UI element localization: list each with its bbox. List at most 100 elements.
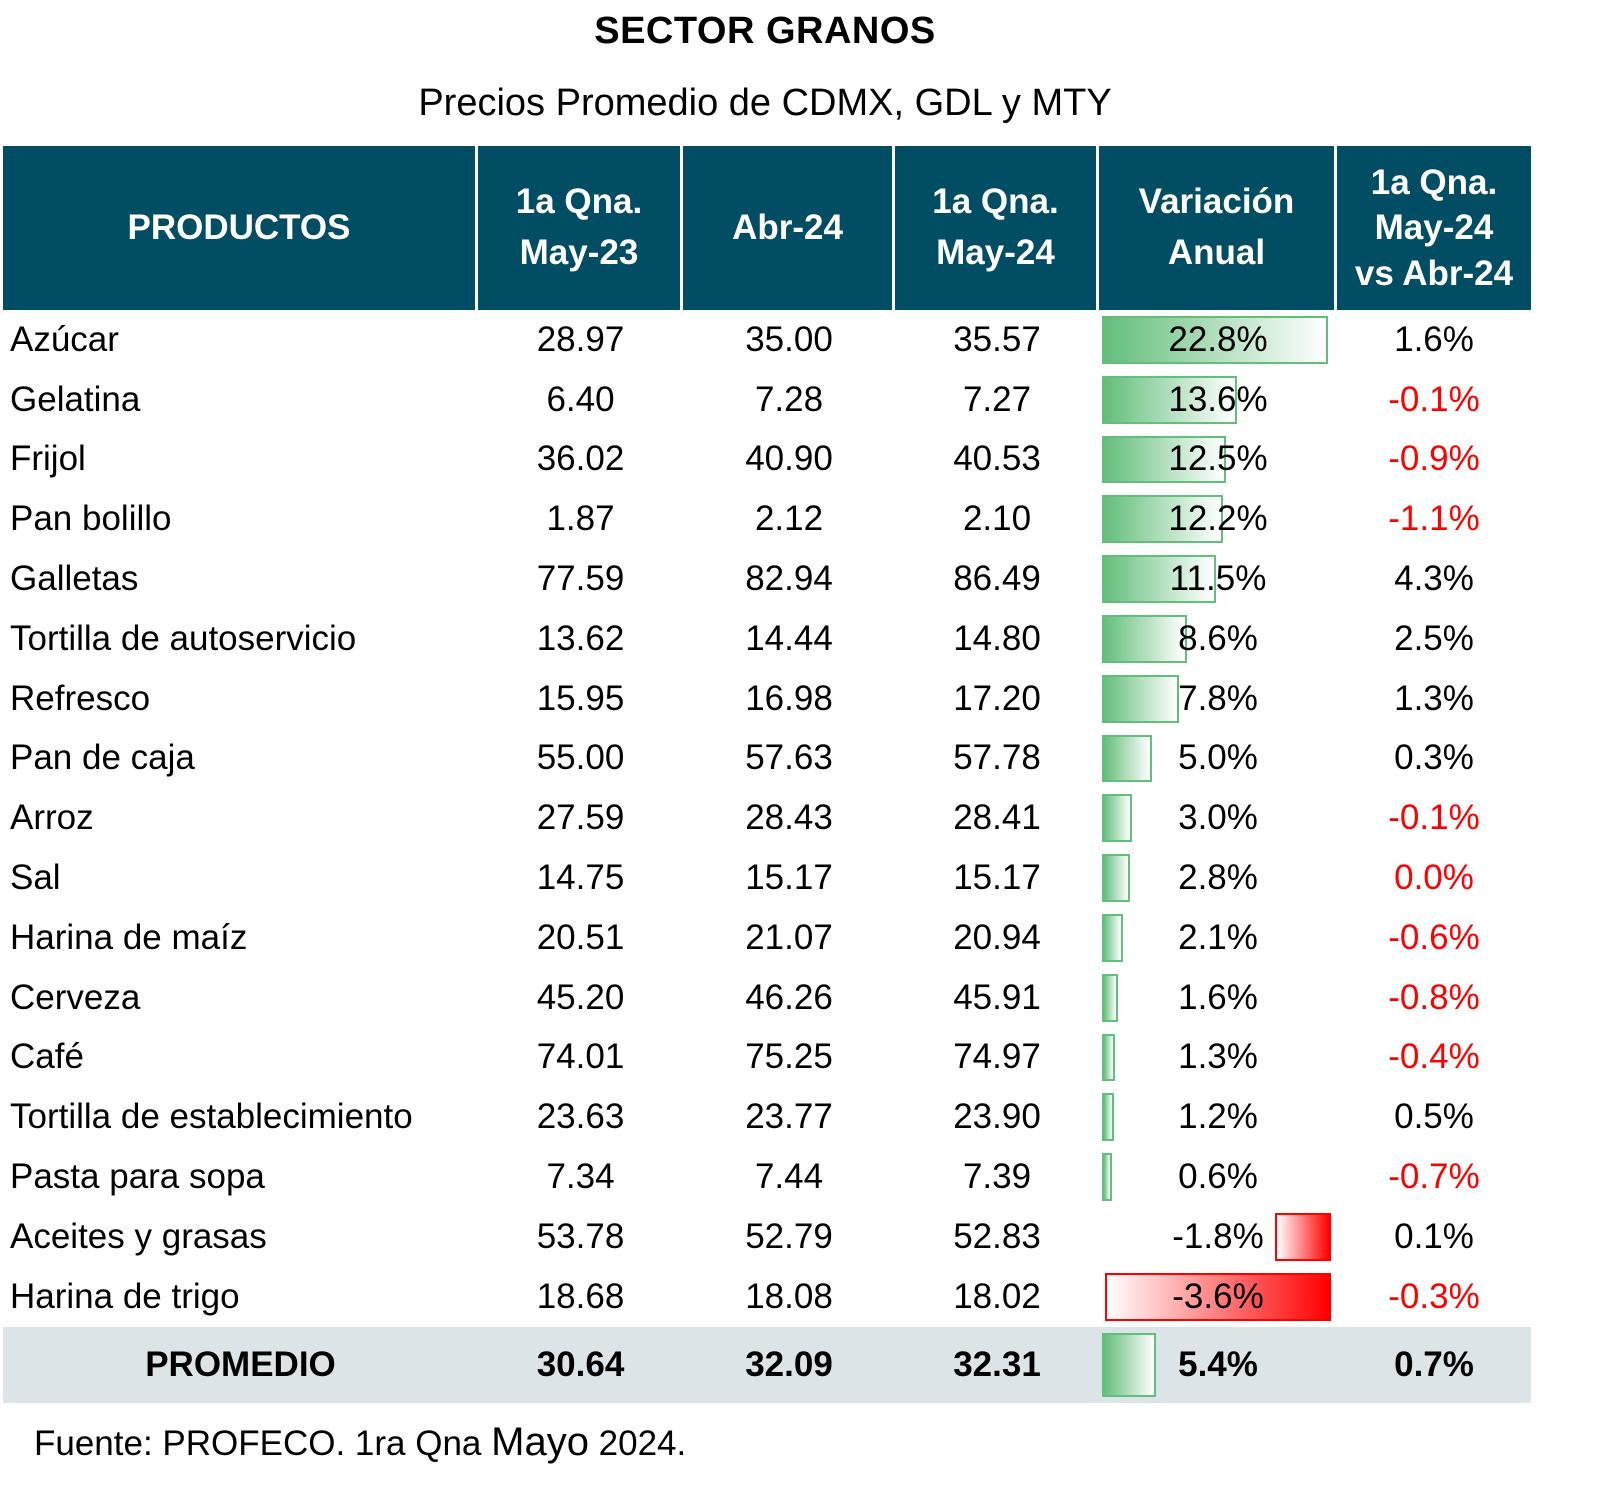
price-may23: 55.00 xyxy=(536,738,625,778)
change-vs-abr24: 0.1% xyxy=(1394,1216,1474,1256)
table-row: Café 74.01 75.25 74.97 1.3% -0.4% xyxy=(3,1028,1531,1088)
variacion-cell: 22.8% xyxy=(1099,310,1337,370)
variacion-data-bar xyxy=(1102,913,1123,962)
variacion-data-bar xyxy=(1102,734,1152,783)
variacion-data-bar xyxy=(1102,1033,1115,1082)
product-name: Café xyxy=(10,1037,84,1077)
variacion-value: 3.0% xyxy=(1178,798,1258,838)
variacion-cell: 2.8% xyxy=(1099,848,1337,908)
change-vs-abr24: -0.9% xyxy=(1388,439,1480,479)
average-abr24: 32.09 xyxy=(745,1344,833,1384)
table-row: Cerveza 45.20 46.26 45.91 1.6% -0.8% xyxy=(3,968,1531,1028)
change-vs-abr24: -0.7% xyxy=(1388,1157,1480,1197)
product-name: Aceites y grasas xyxy=(10,1216,267,1256)
variacion-cell: 1.6% xyxy=(1099,968,1337,1028)
price-may24: 18.02 xyxy=(953,1276,1041,1316)
table-row: Azúcar 28.97 35.00 35.57 22.8% 1.6% xyxy=(3,310,1531,370)
table-row: Tortilla de establecimiento 23.63 23.77 23.… xyxy=(3,1087,1531,1147)
price-may24: 23.90 xyxy=(953,1097,1041,1137)
average-row: PROMEDIO 30.64 32.09 32.31 5.4% 0.7% xyxy=(3,1326,1531,1403)
product-name: Pasta para sopa xyxy=(10,1157,265,1197)
table-header: PRODUCTOS 1a Qna. May-23 Abr-24 1a Qna. Ma… xyxy=(3,146,1531,310)
price-abr24: 18.08 xyxy=(745,1276,833,1316)
variacion-data-bar xyxy=(1102,674,1180,723)
price-may24: 7.39 xyxy=(962,1157,1032,1197)
header-variacion: Variación Anual xyxy=(1099,146,1337,310)
price-abr24: 15.17 xyxy=(745,858,833,898)
average-variacion: 5.4% xyxy=(1099,1327,1337,1403)
average-may23: 30.64 xyxy=(536,1344,625,1384)
variacion-cell: 2.1% xyxy=(1099,908,1337,968)
price-may23: 13.62 xyxy=(536,618,625,658)
price-may24: 52.83 xyxy=(953,1216,1041,1256)
table-row: Frijol 36.02 40.90 40.53 12.5% -0.9% xyxy=(3,430,1531,490)
product-name: Tortilla de establecimiento xyxy=(10,1097,413,1137)
price-may23: 6.40 xyxy=(546,379,615,419)
price-may23: 45.20 xyxy=(536,977,625,1017)
variacion-cell: 12.2% xyxy=(1099,489,1337,549)
table-row: Tortilla de autoservicio 13.62 14.44 14.80 8… xyxy=(3,609,1531,669)
product-name: Harina de trigo xyxy=(10,1276,240,1316)
price-may23: 23.63 xyxy=(536,1097,625,1137)
price-may24: 28.41 xyxy=(953,798,1041,838)
variacion-value: 12.2% xyxy=(1168,499,1268,539)
price-may23: 20.51 xyxy=(536,917,625,957)
product-name: Pan de caja xyxy=(10,738,195,778)
change-vs-abr24: -0.6% xyxy=(1388,917,1480,957)
product-name: Refresco xyxy=(10,678,151,718)
product-name: Harina de maíz xyxy=(10,917,248,957)
price-may24: 40.53 xyxy=(953,439,1041,479)
variacion-cell: 7.8% xyxy=(1099,669,1337,729)
table-row: Harina de trigo 18.68 18.08 18.02 -3.6% -0.3% xyxy=(3,1267,1531,1327)
change-vs-abr24: -0.3% xyxy=(1388,1276,1480,1316)
variacion-value: 0.6% xyxy=(1178,1157,1258,1197)
average-variacion-value: 5.4% xyxy=(1178,1344,1258,1384)
price-abr24: 52.79 xyxy=(745,1216,833,1256)
variacion-data-bar xyxy=(1102,495,1223,544)
variacion-cell: -1.8% xyxy=(1099,1207,1337,1267)
price-may24: 45.91 xyxy=(953,977,1041,1017)
variacion-value: 1.3% xyxy=(1178,1037,1258,1077)
change-vs-abr24: -0.8% xyxy=(1388,977,1480,1017)
variacion-cell: 8.6% xyxy=(1099,609,1337,669)
variacion-value: 2.8% xyxy=(1178,858,1258,898)
price-may24: 17.20 xyxy=(953,678,1041,718)
variacion-cell: 3.0% xyxy=(1099,788,1337,848)
average-may24: 32.31 xyxy=(953,1344,1041,1384)
table-row: Aceites y grasas 53.78 52.79 52.83 -1.8% 0.1% xyxy=(3,1207,1531,1267)
header-productos: PRODUCTOS xyxy=(3,146,478,310)
variacion-value: 1.6% xyxy=(1178,977,1258,1017)
variacion-cell: 5.0% xyxy=(1099,729,1337,789)
price-abr24: 7.28 xyxy=(754,379,824,419)
variacion-data-bar xyxy=(1274,1212,1331,1261)
header-abr24: Abr-24 xyxy=(683,146,895,310)
variacion-cell: 11.5% xyxy=(1099,549,1337,609)
product-name: Sal xyxy=(10,858,61,898)
change-vs-abr24: 1.3% xyxy=(1394,678,1474,718)
table-row: Gelatina 6.40 7.28 7.27 13.6% -0.1% xyxy=(3,370,1531,430)
table-row: Pan de caja 55.00 57.63 57.78 5.0% 0.3% xyxy=(3,729,1531,789)
variacion-data-bar xyxy=(1102,435,1226,484)
price-abr24: 21.07 xyxy=(745,917,833,957)
average-vs-abr24: 0.7% xyxy=(1394,1344,1474,1384)
product-name: Cerveza xyxy=(10,977,141,1017)
variacion-cell: 0.6% xyxy=(1099,1147,1337,1207)
table-row: Galletas 77.59 82.94 86.49 11.5% 4.3% xyxy=(3,549,1531,609)
price-may23: 18.68 xyxy=(536,1276,625,1316)
table-row: Pan bolillo 1.87 2.12 2.10 12.2% -1.1% xyxy=(3,489,1531,549)
table-row: Pasta para sopa 7.34 7.44 7.39 0.6% -0.7% xyxy=(3,1147,1531,1207)
price-may23: 27.59 xyxy=(536,798,625,838)
change-vs-abr24: 4.3% xyxy=(1394,559,1474,599)
table-row: Sal 14.75 15.17 15.17 2.8% 0.0% xyxy=(3,848,1531,908)
variacion-cell: 13.6% xyxy=(1099,370,1337,430)
price-abr24: 14.44 xyxy=(745,618,833,658)
variacion-value: 13.6% xyxy=(1168,379,1268,419)
variacion-data-bar xyxy=(1102,854,1130,902)
price-may23: 14.75 xyxy=(536,858,625,898)
variacion-cell: 12.5% xyxy=(1099,430,1337,490)
header-may24: 1a Qna. May-24 xyxy=(895,146,1099,310)
price-table: PRODUCTOS 1a Qna. May-23 Abr-24 1a Qna. Ma… xyxy=(3,146,1531,1403)
change-vs-abr24: -0.4% xyxy=(1388,1037,1480,1077)
price-may24: 2.10 xyxy=(962,499,1032,539)
price-may24: 57.78 xyxy=(953,738,1041,778)
